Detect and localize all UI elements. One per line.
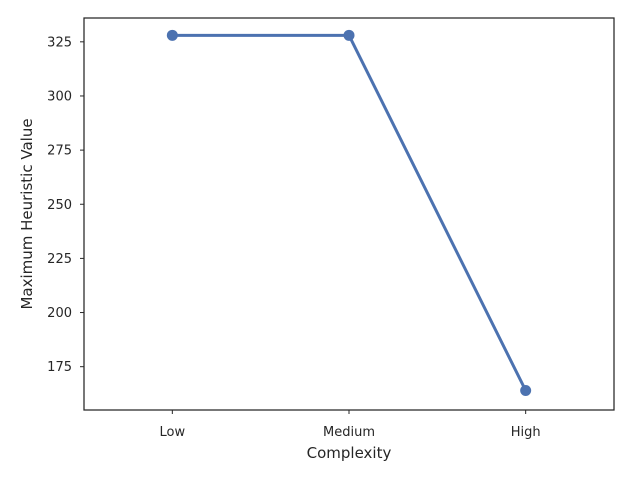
y-tick-label: 325 [47, 35, 72, 50]
data-point [343, 29, 355, 41]
y-tick-label: 200 [47, 306, 72, 321]
x-axis-label: Complexity [307, 444, 392, 462]
data-point [166, 29, 178, 41]
plot-content [166, 29, 532, 397]
x-tick-label: Medium [323, 425, 375, 440]
series-line [172, 33, 528, 392]
y-axis: 175 200 225 250 275 300 325 [47, 35, 84, 375]
y-tick-label: 225 [47, 252, 72, 267]
x-axis: Low Medium High [160, 410, 541, 440]
y-axis-label: Maximum Heuristic Value [18, 118, 36, 309]
y-tick-label: 300 [47, 89, 72, 104]
y-tick-label: 175 [47, 360, 72, 375]
y-tick-label: 250 [47, 198, 72, 213]
x-tick-label: Low [160, 425, 186, 440]
data-point [520, 385, 532, 397]
y-tick-label: 275 [47, 144, 72, 159]
x-tick-label: High [511, 425, 541, 440]
plot-frame [83, 17, 615, 411]
